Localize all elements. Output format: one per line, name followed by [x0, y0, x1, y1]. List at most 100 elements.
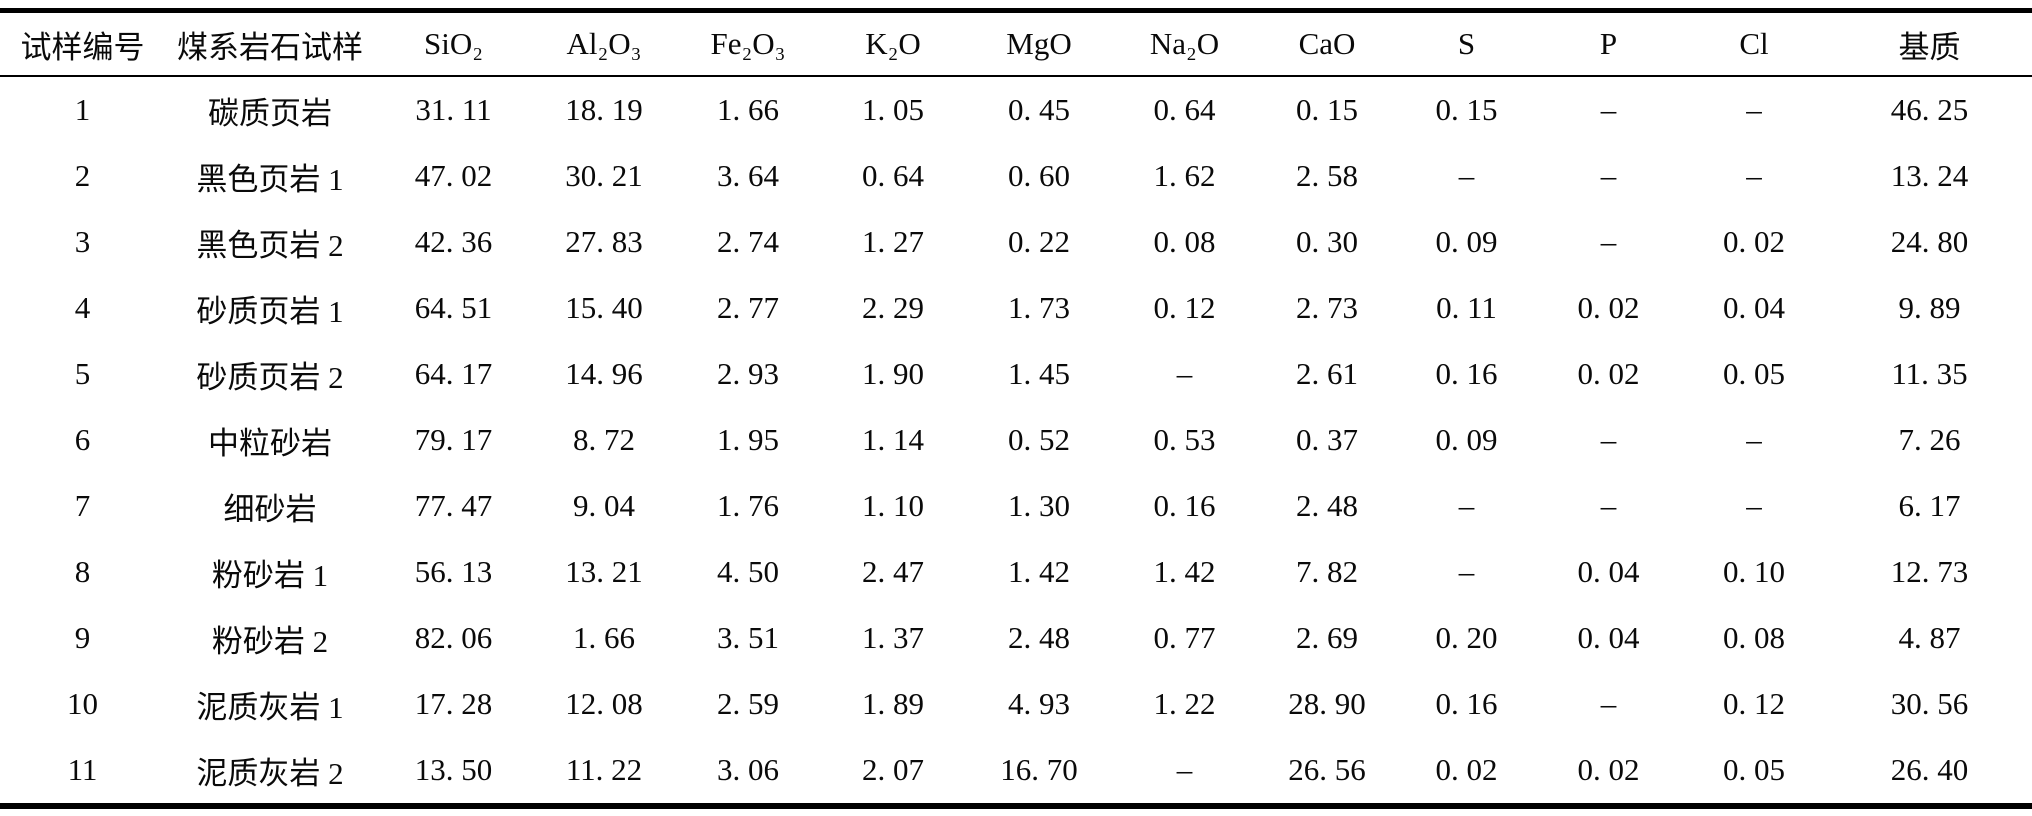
- cell-sample-no: 8: [74, 554, 91, 589]
- cell-al2o3: 13. 21: [565, 554, 643, 589]
- cell-fe2o3: 3. 51: [717, 620, 779, 655]
- cell-al2o3: 18. 19: [565, 92, 643, 127]
- cell-cl: –: [1746, 92, 1762, 127]
- cell-s: 0. 20: [1435, 620, 1498, 655]
- cell-s: 0. 16: [1435, 686, 1498, 721]
- cell-mgo: 0. 60: [1008, 158, 1070, 193]
- cell-matrix: 7. 26: [1898, 422, 1961, 457]
- column-header-fe2o3: Fe₂O₃: [676, 10, 820, 77]
- cell-sample-no: 7: [74, 488, 91, 523]
- cell-p: –: [1600, 422, 1617, 457]
- cell-cl: 0. 02: [1723, 224, 1785, 259]
- cell-k2o: 1. 27: [862, 224, 924, 259]
- cell-na2o: 1. 22: [1153, 686, 1216, 721]
- cell-mgo: 1. 42: [1008, 554, 1070, 589]
- cell-na2o: 0. 16: [1153, 488, 1216, 523]
- cell-sio2: 79. 17: [414, 422, 493, 457]
- cell-mgo: 1. 45: [1008, 356, 1070, 391]
- table-row: 8 粉砂岩 1 56. 13 13. 21 4. 50 2. 47 1. 42 1. 42 7.…: [0, 539, 2032, 605]
- cell-cl: –: [1746, 488, 1762, 523]
- cell-na2o: –: [1176, 356, 1193, 391]
- cell-na2o: 1. 62: [1153, 158, 1216, 193]
- cell-sample-no: 4: [74, 290, 91, 325]
- cell-mgo: 1. 73: [1008, 290, 1070, 325]
- cell-rock-sample: 黑色页岩 2: [196, 227, 344, 263]
- cell-na2o: 1. 42: [1153, 554, 1216, 589]
- cell-k2o: 2. 47: [862, 554, 924, 589]
- cell-k2o: 0. 64: [862, 158, 924, 193]
- cell-al2o3: 8. 72: [573, 422, 635, 457]
- cell-fe2o3: 1. 95: [717, 422, 779, 457]
- table-row: 10 泥质灰岩 1 17. 28 12. 08 2. 59 1. 89 4. 93 1. 22…: [0, 671, 2032, 737]
- cell-matrix: 30. 56: [1890, 686, 1969, 721]
- cell-sample-no: 5: [74, 356, 91, 391]
- cell-matrix: 26. 40: [1890, 752, 1969, 787]
- column-header-p: P: [1536, 10, 1681, 77]
- cell-mgo: 0. 45: [1008, 92, 1070, 127]
- cell-cl: –: [1746, 422, 1762, 457]
- cell-rock-sample: 砂质页岩 2: [196, 359, 344, 395]
- cell-sample-no: 11: [67, 752, 98, 787]
- cell-k2o: 1. 05: [862, 92, 924, 127]
- table-row: 9 粉砂岩 2 82. 06 1. 66 3. 51 1. 37 2. 48 0. 77 2. …: [0, 605, 2032, 671]
- cell-cao: 2. 61: [1296, 356, 1358, 391]
- cell-fe2o3: 2. 74: [717, 224, 779, 259]
- column-header-sio2: SiO₂: [375, 10, 532, 77]
- table-row: 1 碳质页岩 31. 11 18. 19 1. 66 1. 05 0. 45 0. 64 0. …: [0, 76, 2032, 143]
- cell-s: –: [1458, 158, 1475, 193]
- cell-k2o: 1. 37: [862, 620, 924, 655]
- cell-fe2o3: 2. 93: [717, 356, 779, 391]
- column-header-sample-no: 试样编号: [0, 10, 165, 77]
- cell-fe2o3: 2. 77: [717, 290, 779, 325]
- cell-matrix: 6. 17: [1898, 488, 1961, 523]
- cell-s: 0. 11: [1436, 290, 1497, 325]
- table-row: 4 砂质页岩 1 64. 51 15. 40 2. 77 2. 29 1. 73 0. 12 2…: [0, 275, 2032, 341]
- cell-k2o: 1. 14: [862, 422, 924, 457]
- cell-k2o: 1. 10: [862, 488, 924, 523]
- cell-sample-no: 2: [74, 158, 91, 193]
- cell-rock-sample: 黑色页岩 1: [196, 161, 344, 197]
- cell-rock-sample: 中粒砂岩: [208, 425, 332, 461]
- cell-p: –: [1600, 158, 1617, 193]
- cell-sample-no: 3: [74, 224, 91, 259]
- cell-cao: 7. 82: [1296, 554, 1358, 589]
- cell-na2o: –: [1176, 752, 1193, 787]
- cell-sio2: 77. 47: [414, 488, 493, 523]
- cell-cl: 0. 04: [1723, 290, 1785, 325]
- cell-k2o: 1. 89: [862, 686, 924, 721]
- cell-cao: 26. 56: [1288, 752, 1366, 787]
- cell-cao: 28. 90: [1288, 686, 1366, 721]
- table-body: 1 碳质页岩 31. 11 18. 19 1. 66 1. 05 0. 45 0. 64 0. …: [0, 76, 2032, 806]
- cell-matrix: 12. 73: [1890, 554, 1969, 589]
- cell-k2o: 2. 07: [862, 752, 924, 787]
- column-header-k2o: K₂O: [820, 10, 966, 77]
- cell-al2o3: 30. 21: [565, 158, 643, 193]
- cell-fe2o3: 3. 64: [717, 158, 779, 193]
- cell-k2o: 2. 29: [862, 290, 924, 325]
- cell-rock-sample: 粉砂岩 1: [211, 557, 329, 593]
- cell-al2o3: 27. 83: [565, 224, 643, 259]
- composition-table: 试样编号 煤系岩石试样 SiO₂ Al₂O₃ Fe₂O₃ K₂O MgO Na₂O CaO S P C…: [0, 8, 2032, 809]
- cell-rock-sample: 粉砂岩 2: [211, 623, 329, 659]
- cell-na2o: 0. 12: [1153, 290, 1216, 325]
- column-header-mgo: MgO: [966, 10, 1112, 77]
- cell-sio2: 47. 02: [414, 158, 493, 193]
- cell-s: –: [1458, 488, 1475, 523]
- table-row: 5 砂质页岩 2 64. 17 14. 96 2. 93 1. 90 1. 45 – 2. 61…: [0, 341, 2032, 407]
- cell-cao: 2. 73: [1296, 290, 1358, 325]
- cell-p: 0. 04: [1577, 554, 1640, 589]
- cell-cao: 0. 37: [1296, 422, 1358, 457]
- cell-al2o3: 1. 66: [573, 620, 635, 655]
- cell-rock-sample: 碳质页岩: [208, 95, 332, 131]
- cell-matrix: 24. 80: [1890, 224, 1969, 259]
- cell-sio2: 64. 51: [414, 290, 493, 325]
- cell-p: 0. 04: [1577, 620, 1640, 655]
- cell-fe2o3: 3. 06: [717, 752, 779, 787]
- cell-s: 0. 02: [1435, 752, 1498, 787]
- cell-k2o: 1. 90: [862, 356, 924, 391]
- cell-p: –: [1600, 686, 1617, 721]
- cell-cao: 2. 58: [1296, 158, 1358, 193]
- cell-fe2o3: 4. 50: [717, 554, 779, 589]
- table-row: 11 泥质灰岩 2 13. 50 11. 22 3. 06 2. 07 16. 70 – 26.…: [0, 737, 2032, 806]
